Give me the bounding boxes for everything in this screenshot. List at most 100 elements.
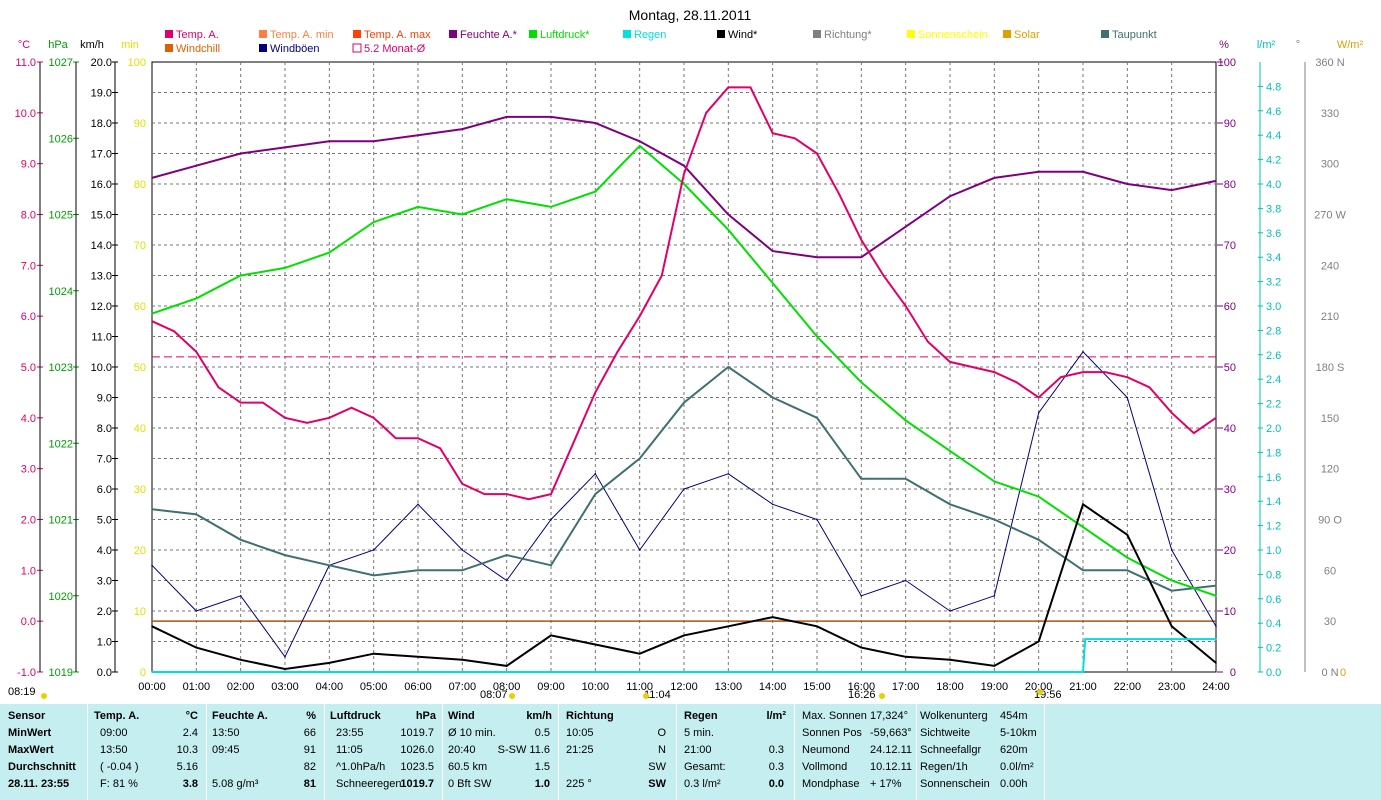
data-point [284, 554, 286, 556]
tick-temp: 4.0 [21, 413, 36, 425]
tick-temp: 1.0 [21, 565, 36, 577]
legend-label: Windchill [176, 43, 220, 55]
tick-direction: 30 [1324, 616, 1336, 628]
data-point [239, 401, 242, 404]
legend-label: Richtung* [824, 29, 872, 41]
rain-header: Regen [684, 710, 718, 722]
tick-humidity: 100 [1218, 57, 1236, 69]
data-point [638, 145, 641, 147]
wind-row-label: 60.5 km [448, 761, 488, 773]
data-point [594, 473, 597, 475]
tick-wind: 14.0 [91, 240, 112, 252]
data-point [904, 579, 907, 582]
tick-sun: 60 [134, 301, 146, 313]
axes: °C hPa km/h min% l/m² ° W/m² 11.0 10.0 9.0 8.0 7.0 6… [15, 39, 1364, 679]
temp-row-value: 3.8 [182, 778, 198, 790]
tick-wind: 19.0 [91, 88, 112, 100]
data-point [727, 86, 730, 89]
tick-temp: -1.0 [17, 667, 36, 679]
tick-wind: 4.0 [97, 545, 112, 557]
tick-wind: 3.0 [97, 576, 112, 588]
misc-row-label: Sonnenschein [920, 778, 990, 790]
data-point [1215, 662, 1217, 664]
tick-rain: 2.4 [1266, 374, 1281, 386]
tick-direction: 210 [1321, 311, 1339, 323]
data-point [1148, 386, 1151, 389]
x-tick-label: 17:00 [892, 681, 920, 693]
data-point [993, 518, 996, 521]
legend-swatch [352, 43, 362, 53]
data-point [151, 564, 153, 567]
data-point [195, 297, 198, 300]
data-point [860, 239, 863, 241]
tick-temp: 9.0 [21, 159, 36, 171]
tick-wind: 7.0 [97, 454, 112, 466]
data-point [505, 493, 508, 495]
data-point [860, 256, 863, 259]
data-point [882, 274, 885, 277]
data-point [904, 419, 907, 422]
data-point [683, 173, 685, 175]
rain-row-value: 0.3 [768, 761, 784, 773]
x-tick-label: 08:00 [493, 681, 521, 693]
tick-pressure: 1022 [49, 438, 73, 450]
tick-rain: 0.0 [1266, 667, 1281, 679]
data-point [151, 177, 153, 179]
data-point [594, 493, 597, 495]
statistics-panel: Sensor MinWert MaxWert Durchschnitt 28.1… [0, 704, 1381, 800]
pressure-row-label: 23:55 [336, 727, 364, 739]
data-point [594, 122, 597, 124]
axis-unit-solar: W/m² [1337, 39, 1364, 51]
axis-unit-pressure: hPa [48, 39, 68, 51]
wind-header: Wind [448, 710, 475, 722]
data-point [1193, 432, 1195, 434]
data-point [1126, 556, 1129, 559]
temp-row-label: 09:00 [100, 727, 128, 739]
tick-solar: 0 [1340, 667, 1346, 679]
misc-row-value: 0.0l/m² [1000, 761, 1034, 773]
data-point [904, 305, 907, 307]
tick-temp: 11.0 [15, 57, 36, 69]
data-point [417, 569, 419, 572]
data-point [1215, 625, 1217, 628]
legend-swatch [813, 30, 821, 38]
legend-swatch [259, 30, 267, 38]
data-point [1037, 396, 1040, 399]
data-point [372, 417, 375, 419]
data-point [151, 508, 153, 511]
astro-row-label: Sonnen Pos [802, 727, 862, 739]
tick-temp: 3.0 [21, 464, 36, 476]
x-tick-label: 16:00 [848, 681, 876, 693]
pressure-row-value: 1026.0 [400, 744, 434, 756]
axis-unit-humidity: % [1219, 39, 1229, 51]
data-point [860, 646, 863, 649]
pressure-row-value: 1023.5 [400, 761, 434, 773]
data-point [683, 488, 685, 490]
x-tick-label: 09:00 [537, 681, 565, 693]
astro-row-value: 17,324° [870, 710, 909, 722]
direction-row-value: N [658, 744, 666, 756]
x-tick-label: 10:00 [582, 681, 610, 693]
humidity-row-label: 13:50 [212, 727, 240, 739]
col-humidity: Feuchte A. % 13:50 66 09:45 91 82 5.08 g/m³ 81 [212, 704, 322, 800]
sun-marker-icon [509, 693, 515, 699]
data-point [616, 351, 619, 353]
data-point [949, 450, 951, 452]
tick-rain: 1.2 [1266, 521, 1281, 533]
tick-rain: 1.6 [1266, 472, 1281, 484]
temp-row-label: 13:50 [100, 744, 128, 756]
tick-wind: 9.0 [97, 393, 112, 405]
data-point [151, 625, 153, 628]
tick-rain: 1.8 [1266, 447, 1281, 459]
astro-row-value: 10.12.11 [870, 761, 913, 773]
data-point [949, 610, 951, 612]
x-tick-label: 12:00 [670, 681, 698, 693]
tick-humidity: 60 [1224, 301, 1236, 313]
data-point [483, 493, 486, 495]
tick-humidity: 70 [1224, 240, 1236, 252]
tick-wind: 10.0 [91, 362, 112, 374]
tick-direction: 90 O [1318, 515, 1342, 527]
temp-row-value: 2.4 [182, 727, 198, 739]
data-point [239, 659, 242, 661]
misc-row-label: Regen/1h [920, 761, 968, 773]
